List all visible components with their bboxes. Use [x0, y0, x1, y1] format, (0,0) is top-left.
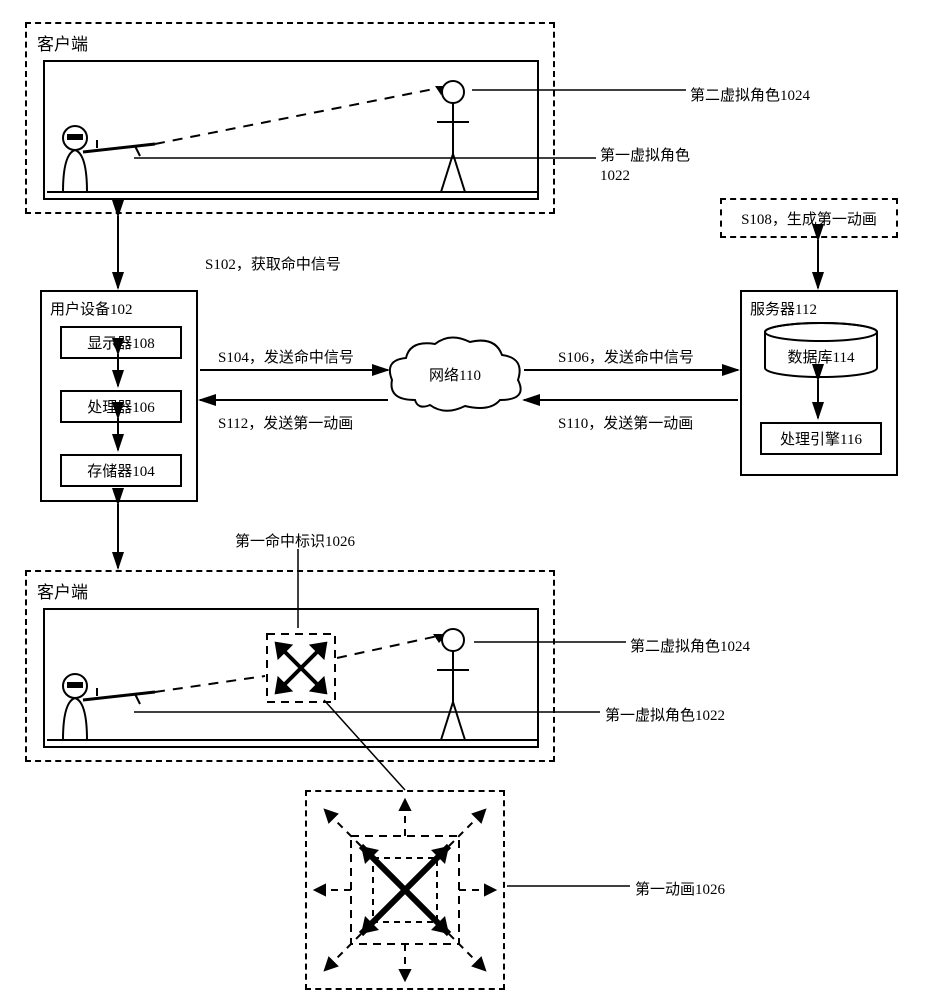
s112-label: S112，发送第一动画 [218, 412, 353, 433]
first-anim-label: 第一动画1026 [635, 878, 725, 899]
second-avatar-label-top: 第二虚拟角色1024 [690, 84, 810, 105]
display-box: 显示器108 [60, 326, 182, 359]
s108-box: S108，生成第一动画 [720, 198, 898, 238]
user-device-title: 用户设备102 [50, 298, 133, 319]
scene-frame-top [43, 60, 539, 200]
client-panel-top: 客户端 [25, 22, 555, 214]
scene-svg-top [45, 62, 541, 202]
user-device-panel: 用户设备102 显示器108 处理器106 存储器104 [40, 290, 198, 502]
engine-box: 处理引擎116 [760, 422, 882, 455]
first-hit-marker-label: 第一命中标识1026 [235, 530, 355, 551]
first-avatar-label-top: 第一虚拟角色 1022 [600, 147, 690, 186]
client-label-top: 客户端 [37, 30, 88, 55]
storage-box: 存储器104 [60, 454, 182, 487]
scene-svg-bottom [45, 610, 541, 750]
database-icon: 数据库114 [762, 322, 880, 380]
server-panel: 服务器112 数据库114 处理引擎116 [740, 290, 898, 476]
scene-frame-bottom [43, 608, 539, 748]
s106-label: S106，发送命中信号 [558, 346, 694, 367]
s102-label: S102，获取命中信号 [205, 253, 341, 274]
s110-label: S110，发送第一动画 [558, 412, 693, 433]
network-cloud: 网络110 [380, 330, 530, 430]
svg-text:数据库114: 数据库114 [788, 349, 855, 366]
server-title: 服务器112 [750, 298, 817, 319]
network-text: 网络110 [429, 367, 481, 384]
s108-text: S108，生成第一动画 [741, 208, 877, 229]
second-avatar-label-bottom: 第二虚拟角色1024 [630, 635, 750, 656]
client-panel-bottom: 客户端 [25, 570, 555, 762]
first-anim-svg [307, 792, 503, 988]
s104-label: S104，发送命中信号 [218, 346, 354, 367]
first-avatar-label-bottom: 第一虚拟角色1022 [605, 704, 725, 725]
processor-box: 处理器106 [60, 390, 182, 423]
first-anim-box [305, 790, 505, 990]
client-label-bottom: 客户端 [37, 578, 88, 603]
